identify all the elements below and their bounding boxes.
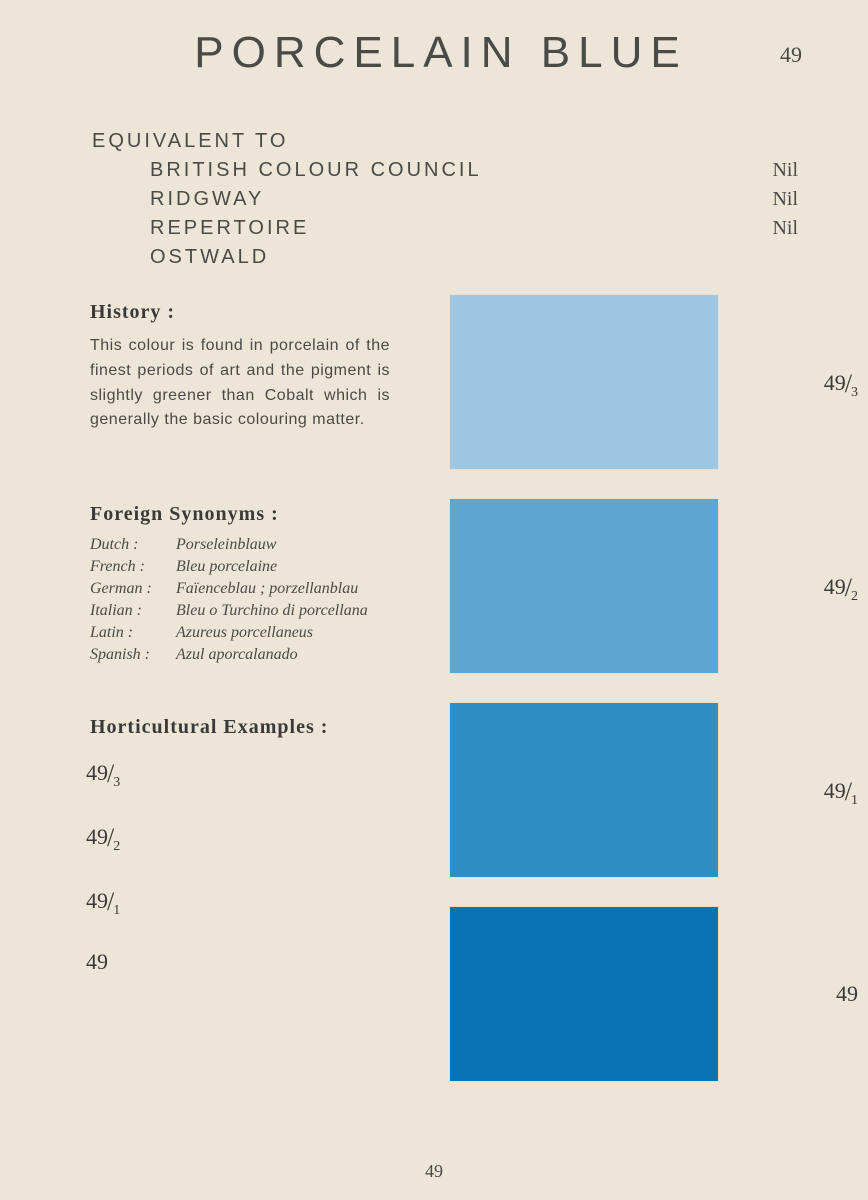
equivalent-row: OSTWALD xyxy=(92,246,812,269)
fraction-sub: 2 xyxy=(113,839,120,854)
equivalent-row: REPERTOIRE Nil xyxy=(92,217,812,240)
equivalent-value: Nil xyxy=(772,188,798,211)
color-swatch xyxy=(450,295,718,469)
synonym-term: Bleu porcelaine xyxy=(176,558,277,576)
swatch-row: 49 xyxy=(450,907,810,1081)
swatch-label: 49/1 xyxy=(824,775,858,805)
fraction-whole: 49 xyxy=(824,574,846,599)
page-title: PORCELAIN BLUE xyxy=(194,28,687,78)
swatch-label: 49 xyxy=(836,981,858,1007)
fraction-sub: 2 xyxy=(851,589,858,604)
equivalent-label: BRITISH COLOUR COUNCIL xyxy=(150,159,482,182)
color-swatch xyxy=(450,499,718,673)
synonym-row: Latin : Azureus porcellaneus xyxy=(90,624,410,642)
fraction-whole: 49 xyxy=(86,888,108,913)
page-number-top: 49 xyxy=(780,42,802,68)
history-heading: History : xyxy=(90,301,410,324)
fraction-whole: 49 xyxy=(86,760,108,785)
page: PORCELAIN BLUE 49 EQUIVALENT TO BRITISH … xyxy=(0,0,868,1200)
history-block: History : This colour is found in porcel… xyxy=(90,301,410,433)
fraction-sub: 3 xyxy=(113,775,120,790)
horticultural-item: 49/3 xyxy=(86,757,410,787)
fraction-sub: 1 xyxy=(113,903,120,918)
equivalent-value: Nil xyxy=(772,159,798,182)
synonym-language: Latin : xyxy=(90,624,176,642)
synonym-term: Porseleinblauw xyxy=(176,536,276,554)
synonym-language: Spanish : xyxy=(90,646,176,664)
equivalent-row: BRITISH COLOUR COUNCIL Nil xyxy=(92,159,812,182)
swatch-label: 49/3 xyxy=(824,367,858,397)
swatch-column: 49/3 49/2 49/1 49 xyxy=(450,295,810,1111)
page-number-bottom: 49 xyxy=(425,1161,443,1182)
horticultural-item: 49/1 xyxy=(86,885,410,915)
equivalent-heading: EQUIVALENT TO xyxy=(92,130,812,153)
equivalent-label: OSTWALD xyxy=(150,246,269,269)
horticultural-block: Horticultural Examples : 49/3 49/2 49/1 … xyxy=(90,716,410,975)
left-column: History : This colour is found in porcel… xyxy=(90,301,410,1009)
synonym-row: French : Bleu porcelaine xyxy=(90,558,410,576)
synonym-language: French : xyxy=(90,558,176,576)
synonym-language: Dutch : xyxy=(90,536,176,554)
equivalent-block: EQUIVALENT TO BRITISH COLOUR COUNCIL Nil… xyxy=(92,130,812,269)
synonym-row: Italian : Bleu o Turchino di porcellana xyxy=(90,602,410,620)
synonym-row: Dutch : Porseleinblauw xyxy=(90,536,410,554)
synonym-language: German : xyxy=(90,580,176,598)
swatch-row: 49/2 xyxy=(450,499,810,673)
horticultural-item: 49 xyxy=(86,949,410,975)
equivalent-value: Nil xyxy=(772,217,798,240)
swatch-label: 49/2 xyxy=(824,571,858,601)
synonym-term: Faïenceblau ; porzellanblau xyxy=(176,580,358,598)
equivalent-label: REPERTOIRE xyxy=(150,217,309,240)
fraction-whole: 49 xyxy=(824,370,846,395)
horticultural-heading: Horticultural Examples : xyxy=(90,716,410,739)
fraction-sub: 3 xyxy=(851,385,858,400)
horticultural-list: 49/3 49/2 49/1 49 xyxy=(86,757,410,975)
fraction-whole: 49 xyxy=(836,981,858,1006)
synonym-row: Spanish : Azul aporcalanado xyxy=(90,646,410,664)
swatch-row: 49/3 xyxy=(450,295,810,469)
history-text: This colour is found in porcelain of the… xyxy=(90,334,390,433)
equivalent-label: RIDGWAY xyxy=(150,188,264,211)
color-swatch xyxy=(450,703,718,877)
synonym-term: Azureus porcellaneus xyxy=(176,624,313,642)
color-swatch xyxy=(450,907,718,1081)
synonym-row: German : Faïenceblau ; porzellanblau xyxy=(90,580,410,598)
horticultural-item: 49/2 xyxy=(86,821,410,851)
synonym-language: Italian : xyxy=(90,602,176,620)
fraction-whole: 49 xyxy=(86,824,108,849)
fraction-sub: 1 xyxy=(851,793,858,808)
equivalent-row: RIDGWAY Nil xyxy=(92,188,812,211)
fraction-whole: 49 xyxy=(86,949,108,974)
swatch-row: 49/1 xyxy=(450,703,810,877)
synonym-term: Azul aporcalanado xyxy=(176,646,298,664)
fraction-whole: 49 xyxy=(824,778,846,803)
synonym-term: Bleu o Turchino di porcellana xyxy=(176,602,368,620)
synonyms-heading: Foreign Synonyms : xyxy=(90,503,410,526)
synonyms-block: Foreign Synonyms : Dutch : Porseleinblau… xyxy=(90,503,410,664)
title-row: PORCELAIN BLUE 49 xyxy=(70,28,812,78)
